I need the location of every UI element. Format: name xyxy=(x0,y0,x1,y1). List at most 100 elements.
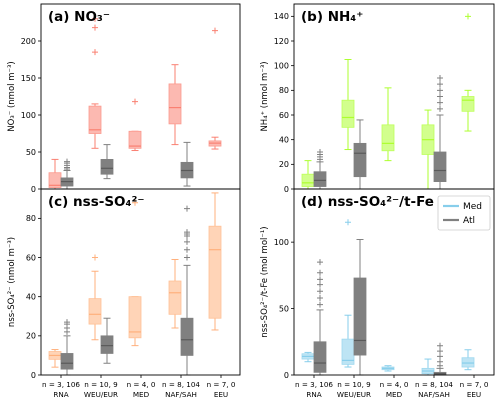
x-n-label: n = 10, 9 xyxy=(84,380,118,389)
y-tick-label: 80 xyxy=(279,86,289,95)
y-tick-label: 100 xyxy=(274,61,289,70)
y-tick-label: 0 xyxy=(284,185,289,194)
y-tick-label: 20 xyxy=(279,160,289,169)
y-tick-label: 140 xyxy=(274,12,289,21)
x-n-label: n = 8, 104 xyxy=(415,380,453,389)
x-category-label: EEU xyxy=(214,390,228,399)
x-category-label: EEU xyxy=(467,390,481,399)
med-box-med xyxy=(128,98,142,152)
outlier-marker xyxy=(317,281,323,288)
outlier-marker xyxy=(317,149,323,155)
med-box-rna xyxy=(48,349,62,368)
outlier-marker xyxy=(132,98,138,105)
iqr-box xyxy=(88,298,102,325)
outlier-marker xyxy=(92,15,98,22)
outlier-marker xyxy=(64,319,70,326)
iqr-box xyxy=(208,225,222,319)
med-box-rna xyxy=(301,351,315,363)
outlier-marker xyxy=(317,276,323,283)
iqr-box xyxy=(353,277,367,356)
atl-box-rna xyxy=(60,158,74,190)
outlier-marker xyxy=(317,301,323,308)
outlier-marker xyxy=(437,87,443,94)
legend-label: Med xyxy=(463,202,482,212)
y-tick-label: 20 xyxy=(26,332,36,341)
y-axis-label: NH₄⁺ (nmol m⁻³) xyxy=(260,61,270,131)
atl-box-rna xyxy=(60,319,74,376)
axes-frame xyxy=(293,188,495,376)
y-tick-label: 60 xyxy=(279,111,289,120)
outlier-marker xyxy=(184,205,190,212)
iqr-box xyxy=(128,296,142,339)
med-box-eeu xyxy=(461,349,475,371)
outlier-marker xyxy=(184,229,190,236)
y-tick-label: 100 xyxy=(21,111,36,120)
outlier-marker xyxy=(64,158,70,165)
atl-box-weu-eur xyxy=(100,144,114,180)
med-box-weu-eur xyxy=(341,59,355,151)
y-tick-label: 200 xyxy=(21,37,36,46)
iqr-box xyxy=(100,158,114,175)
y-tick-label: 120 xyxy=(274,37,289,46)
iqr-box xyxy=(60,353,74,370)
outlier-marker xyxy=(345,219,351,226)
iqr-box xyxy=(313,341,327,373)
y-tick-label: 0 xyxy=(31,185,36,194)
iqr-box xyxy=(433,151,447,183)
y-axis-label: NO₃⁻ (nmol m⁻³) xyxy=(7,61,17,131)
x-n-label: n = 4, 0 xyxy=(380,380,409,389)
y-tick-label: 40 xyxy=(26,292,36,301)
atl-box-naf-sah xyxy=(180,205,194,376)
x-category-label: MED xyxy=(386,390,403,399)
legend-label: Atl xyxy=(463,216,475,226)
panel-b: 0 20 40 60 80 100 120 140 NH₄⁺ (nmol m⁻³) (b) NH₄… xyxy=(260,3,495,194)
x-n-label: n = 10, 9 xyxy=(337,380,371,389)
outlier-marker xyxy=(437,342,443,349)
legend: Med Atl xyxy=(437,195,491,231)
y-tick-label: 60 xyxy=(26,253,36,262)
atl-box-naf-sah xyxy=(433,342,447,376)
x-n-label: n = 7, 0 xyxy=(207,380,236,389)
outlier-marker xyxy=(92,24,98,31)
panel-title: (d) nss-SO₄²⁻/t-Fe xyxy=(301,194,434,210)
med-box-med xyxy=(381,87,395,162)
atl-box-naf-sah xyxy=(433,75,447,190)
iqr-box xyxy=(461,96,475,112)
med-box-naf-sah xyxy=(421,109,435,190)
med-box-eeu xyxy=(208,27,222,150)
iqr-box xyxy=(180,317,194,356)
iqr-box xyxy=(313,171,327,187)
iqr-box xyxy=(353,142,367,178)
panel-title: (c) nss-SO₄²⁻ xyxy=(48,194,144,210)
axes-frame xyxy=(40,3,241,190)
med-box-naf-sah xyxy=(168,64,182,146)
outlier-marker xyxy=(317,259,323,266)
x-category-label: NAF/SAH xyxy=(165,390,197,399)
y-tick-label: 150 xyxy=(21,74,36,83)
x-category-label: RNA xyxy=(306,390,321,399)
iqr-box xyxy=(381,124,395,152)
y-tick-label: 0 xyxy=(31,371,36,380)
x-n-label: n = 3, 106 xyxy=(295,380,333,389)
atl-box-weu-eur xyxy=(100,317,114,364)
med-box-weu-eur xyxy=(341,219,355,368)
x-n-label: n = 8, 104 xyxy=(162,380,200,389)
x-category-label: NAF/SAH xyxy=(418,390,450,399)
y-tick-label: 40 xyxy=(279,135,289,144)
atl-box-naf-sah xyxy=(180,141,194,187)
outlier-marker xyxy=(132,199,138,206)
panel-title: (a) NO₃⁻ xyxy=(48,9,110,25)
x-n-label: n = 3, 106 xyxy=(42,380,80,389)
atl-box-rna xyxy=(313,259,327,376)
y-tick-label: 0 xyxy=(284,371,289,380)
outlier-marker xyxy=(437,353,443,360)
med-box-rna xyxy=(48,158,62,190)
x-category-label: RNA xyxy=(53,390,68,399)
iqr-box xyxy=(88,105,102,134)
outlier-marker xyxy=(92,254,98,261)
outlier-marker xyxy=(437,99,443,106)
med-box-naf-sah xyxy=(168,258,182,329)
